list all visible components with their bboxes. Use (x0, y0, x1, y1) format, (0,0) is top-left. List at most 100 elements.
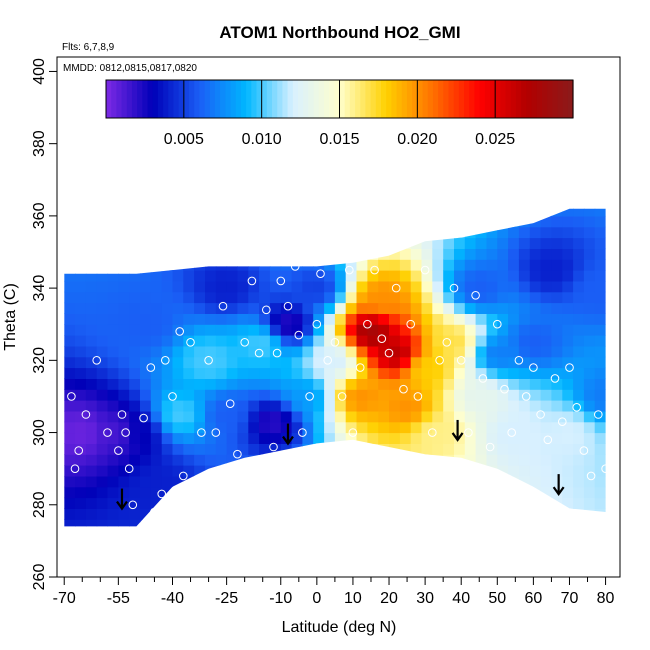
heat-cell (356, 335, 368, 347)
observation-points (67, 262, 618, 520)
heat-cell (334, 302, 347, 314)
heat-cell (129, 465, 141, 477)
heat-cell (313, 400, 325, 412)
heat-cell (334, 356, 347, 369)
heat-cell (562, 475, 574, 488)
heat-cell (85, 313, 98, 325)
heat-cell (583, 226, 596, 239)
heat-cell (172, 367, 184, 379)
heat-cell (118, 530, 129, 541)
heat-cell (313, 497, 325, 509)
heat-cell (443, 335, 455, 347)
colorbar-segment (417, 80, 424, 118)
heat-cell (161, 356, 174, 369)
heat-cell (378, 345, 390, 358)
heat-cell (118, 345, 130, 358)
heat-cell (367, 302, 379, 314)
heat-cell (334, 410, 347, 423)
heat-cell (540, 443, 552, 455)
heat-cell (324, 215, 336, 228)
heat-cell (367, 519, 379, 527)
down-arrow-icon (116, 488, 128, 511)
heat-cell (454, 259, 466, 271)
heat-cell (129, 519, 141, 527)
heat-cell (454, 508, 466, 520)
heat-cell (334, 508, 347, 520)
heat-cell (389, 465, 401, 477)
chart-title: ATOM1 Northbound HO2_GMI (219, 23, 460, 42)
heat-cell (129, 259, 141, 271)
heat-cell (172, 432, 184, 444)
heat-cell (508, 389, 520, 401)
heat-cell (389, 443, 401, 455)
heat-cell (237, 367, 249, 379)
heat-cell (464, 497, 477, 509)
heat-cell (205, 259, 217, 271)
heat-cell (486, 378, 498, 390)
heat-cell (96, 400, 109, 412)
heat-cell (150, 215, 163, 228)
heat-cell (85, 410, 98, 423)
heat-cell (378, 486, 390, 499)
heat-cell (334, 497, 347, 509)
observation-point (337, 392, 347, 401)
heat-cell (280, 443, 293, 455)
heat-cell (313, 215, 325, 228)
heat-cell (454, 356, 466, 369)
heat-cell (356, 475, 368, 488)
heat-cell (259, 378, 271, 390)
heat-cell (75, 237, 87, 249)
heat-cell (357, 194, 368, 205)
heat-cell (389, 215, 401, 228)
heat-cell (226, 432, 238, 444)
x-tick-label: 30 (416, 590, 434, 607)
heat-cell (64, 259, 76, 271)
heat-cell (302, 313, 314, 325)
heat-cell (464, 313, 477, 325)
heat-cell (464, 324, 477, 336)
heat-cell (573, 497, 585, 509)
heat-cell (96, 432, 109, 444)
heat-cell (334, 432, 347, 444)
colorbar-segment (495, 80, 501, 118)
colorbar-segment (111, 80, 117, 118)
colorbar-segment (194, 80, 200, 118)
heat-cell (389, 226, 401, 239)
heat-cell (269, 215, 282, 228)
heat-cell (389, 313, 401, 325)
y-tick-label: 300 (31, 419, 48, 446)
heat-cell (64, 226, 76, 239)
observation-point (377, 334, 387, 344)
heat-cell (518, 259, 531, 271)
heat-cell (421, 324, 433, 336)
heat-cell (140, 465, 152, 477)
heat-cell (162, 530, 173, 541)
heat-cell (529, 208, 542, 217)
colorbar-segment (339, 80, 346, 118)
heat-cell (399, 389, 412, 401)
heat-cell (454, 226, 466, 239)
heat-cell (497, 519, 509, 527)
heat-cell (85, 475, 98, 488)
heat-cell (270, 530, 281, 541)
heat-cell (518, 497, 531, 509)
heat-cell (96, 486, 109, 499)
heat-cell (107, 465, 119, 477)
heat-cell (421, 410, 433, 423)
heat-cell (410, 443, 423, 455)
heat-cell (313, 378, 325, 390)
colorbar-segment (531, 80, 538, 118)
heat-cell (551, 389, 563, 401)
heat-cell (64, 356, 76, 369)
heat-cell (129, 356, 141, 369)
heat-cell (302, 208, 314, 217)
heat-cell (594, 356, 606, 369)
colorbar: 0.005 0.010 0.015 0.020 0.025 (105, 79, 574, 148)
heat-cell (378, 530, 389, 541)
heat-cell (475, 280, 487, 293)
heat-cell (129, 302, 141, 314)
heat-cell (432, 421, 444, 434)
heat-cell (324, 324, 336, 336)
heat-cell (237, 432, 249, 444)
heat-cell (291, 475, 303, 488)
